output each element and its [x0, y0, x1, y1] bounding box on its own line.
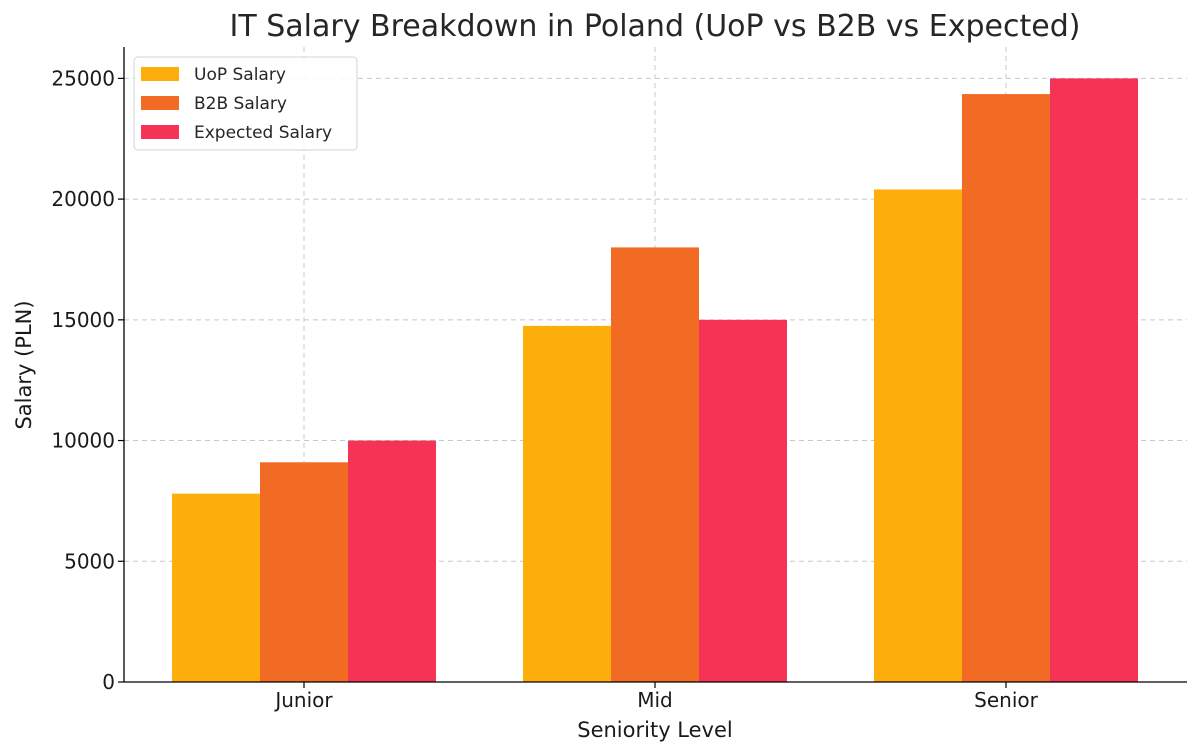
bar-b2b-salary-junior: [260, 462, 348, 682]
legend-swatch: [141, 96, 179, 110]
bar-uop-salary-junior: [172, 493, 260, 682]
y-ticks: 0 5000 10000 15000 20000 25000: [51, 66, 124, 694]
legend-label: UoP Salary: [194, 65, 286, 85]
bar-b2b-salary-mid: [611, 247, 699, 683]
bars: [172, 78, 1138, 683]
x-tick-label: Junior: [273, 688, 333, 712]
legend-swatch: [141, 67, 179, 81]
bar-expected-salary-senior: [1050, 78, 1138, 683]
legend-label: B2B Salary: [194, 94, 287, 114]
chart-title: IT Salary Breakdown in Poland (UoP vs B2…: [230, 9, 1081, 44]
legend-items: UoP Salary B2B Salary Expected Salary: [141, 65, 332, 143]
y-tick-label: 0: [102, 670, 115, 694]
x-axis-title: Seniority Level: [577, 718, 732, 742]
x-tick-label: Senior: [974, 688, 1038, 712]
y-tick-label: 20000: [51, 187, 115, 211]
bar-b2b-salary-senior: [962, 94, 1050, 683]
legend-frame: [133, 56, 358, 151]
bar-uop-salary-mid: [523, 325, 611, 682]
y-tick-label: 5000: [64, 549, 115, 573]
legend-label: Expected Salary: [194, 123, 332, 143]
x-ticks: Junior Mid Senior: [273, 682, 1039, 712]
bar-uop-salary-senior: [874, 189, 962, 683]
bar-expected-salary-junior: [348, 440, 436, 682]
x-tick-label: Mid: [637, 688, 673, 712]
legend-swatch: [141, 125, 179, 139]
y-tick-label: 15000: [51, 308, 115, 332]
legend: UoP Salary B2B Salary Expected Salary: [133, 56, 358, 151]
y-tick-label: 25000: [51, 66, 115, 90]
y-axis-title: Salary (PLN): [12, 300, 36, 429]
bar-expected-salary-mid: [699, 319, 787, 682]
y-tick-label: 10000: [51, 429, 115, 453]
